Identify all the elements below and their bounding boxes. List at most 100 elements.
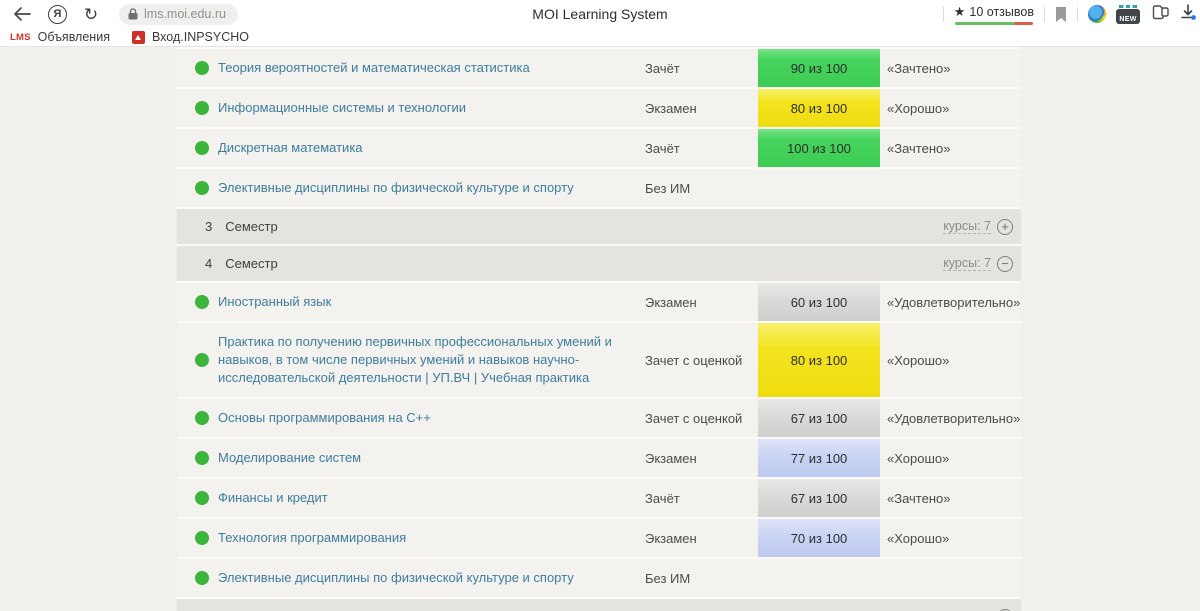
toolbar-separator <box>942 6 944 22</box>
yandex-home-button[interactable]: Я <box>48 4 67 24</box>
status-dot-icon <box>195 141 209 155</box>
course-name-cell: Дискретная математика <box>218 129 645 167</box>
score-text: 60 из 100 <box>790 294 848 310</box>
expand-toggle-icon[interactable]: + <box>997 218 1013 235</box>
score-cell <box>758 169 880 207</box>
score-cell: 90 из 100 <box>758 49 880 87</box>
score-text: 100 из 100 <box>787 140 851 156</box>
course-link[interactable]: Теория вероятностей и математическая ста… <box>218 60 530 75</box>
control-type-text: Экзамен <box>645 530 697 546</box>
semester-label: Семестр <box>225 609 277 611</box>
semester-header-row[interactable]: 4 Семестр курсы: 7 − <box>177 246 1021 283</box>
bookmark-page-button[interactable] <box>1055 6 1067 22</box>
score-text: 90 из 100 <box>790 60 848 76</box>
refresh-icon: ↻ <box>83 4 99 24</box>
status-dot-icon <box>195 451 209 465</box>
status-dot-icon <box>195 353 209 367</box>
reviews-count: 10 отзывов <box>969 4 1034 19</box>
status-dot-icon <box>195 491 209 505</box>
course-link[interactable]: Моделирование систем <box>218 450 362 465</box>
control-type-text: Экзамен <box>645 450 697 466</box>
refresh-button[interactable]: ↻ <box>77 2 105 26</box>
control-type-text: Без ИМ <box>645 180 691 196</box>
control-type-text: Зачёт <box>645 490 680 506</box>
grades-table: Теория вероятностей и математическая ста… <box>177 47 1021 611</box>
lms-favicon: LMS <box>10 31 31 43</box>
course-row: Финансы и кредит Зачёт 67 из 100 «Зачтен… <box>177 479 1021 519</box>
course-row: Дискретная математика Зачёт 100 из 100 «… <box>177 129 1021 169</box>
grade-text: «Хорошо» <box>887 530 950 546</box>
course-link[interactable]: Информационные системы и технологии <box>218 100 466 115</box>
page-content: Теория вероятностей и математическая ста… <box>0 47 1200 611</box>
course-name-cell: Элективные дисциплины по физической куль… <box>218 169 645 207</box>
courses-count-link[interactable]: курсы: 8 <box>943 609 991 611</box>
status-cell <box>177 531 218 545</box>
status-cell <box>177 181 218 195</box>
course-name-cell: Технология программирования <box>218 519 645 557</box>
bookmark-item-announcements[interactable]: LMS Объявления <box>10 30 110 44</box>
back-button[interactable] <box>8 2 36 26</box>
collections-icon <box>1152 4 1169 19</box>
score-cell: 70 из 100 <box>758 519 880 557</box>
course-name-cell: Практика по получению первичных професси… <box>218 323 645 397</box>
control-type-text: Зачет с оценкой <box>645 352 743 368</box>
grade-text: «Хорошо» <box>887 100 950 116</box>
extension-browser-icon[interactable] <box>1088 5 1106 23</box>
courses-count-link[interactable]: курсы: 7 <box>943 256 991 271</box>
course-link[interactable]: Элективные дисциплины по физической куль… <box>218 570 574 585</box>
course-link[interactable]: Элективные дисциплины по физической куль… <box>218 180 574 195</box>
bookmark-label: Объявления <box>37 30 110 44</box>
status-dot-icon <box>195 181 209 195</box>
screenshot-new-icon[interactable]: NEW <box>1116 4 1140 24</box>
control-type-text: Зачёт <box>645 60 680 76</box>
course-row: Практика по получению первичных професси… <box>177 323 1021 399</box>
score-cell: 60 из 100 <box>758 283 880 321</box>
course-link[interactable]: Финансы и кредит <box>218 490 328 505</box>
star-icon: ★ <box>953 3 966 19</box>
course-link[interactable]: Дискретная математика <box>218 140 363 155</box>
score-cell: 77 из 100 <box>758 439 880 477</box>
address-bar[interactable]: lms.moi.edu.ru <box>119 3 238 25</box>
url-text: lms.moi.edu.ru <box>144 7 226 21</box>
status-dot-icon <box>195 571 209 585</box>
course-link[interactable]: Технология программирования <box>218 530 407 545</box>
rating-bar <box>954 21 1033 25</box>
score-text: 80 из 100 <box>790 352 848 368</box>
browser-toolbar: Я ↻ lms.moi.edu.ru MOI Learning System ★… <box>0 0 1200 28</box>
grade-text: «Удовлетворительно» <box>887 294 1021 310</box>
status-dot-icon <box>195 411 209 425</box>
expand-toggle-icon[interactable]: − <box>997 255 1013 272</box>
course-link[interactable]: Практика по получению первичных професси… <box>218 334 612 385</box>
collections-button[interactable] <box>1150 4 1170 25</box>
score-text: 70 из 100 <box>790 530 848 546</box>
grade-text: «Зачтено» <box>887 60 951 76</box>
score-text: 67 из 100 <box>790 490 848 506</box>
lock-icon <box>128 8 138 20</box>
status-cell <box>177 491 218 505</box>
course-name-cell: Финансы и кредит <box>218 479 645 517</box>
download-arrow-icon <box>1181 3 1196 20</box>
score-cell: 67 из 100 <box>758 399 880 437</box>
bookmarks-bar: LMS Объявления Вход.INPSYCHO <box>0 28 1200 47</box>
course-link[interactable]: Иностранный язык <box>218 294 332 309</box>
score-cell: 80 из 100 <box>758 323 880 397</box>
site-rating[interactable]: ★ 10 отзывов <box>954 4 1034 25</box>
semester-header-row[interactable]: 5 Семестр курсы: 8 + <box>177 599 1021 611</box>
semester-header-row[interactable]: 3 Семестр курсы: 7 + <box>177 209 1021 246</box>
status-cell <box>177 101 218 115</box>
course-name-cell: Основы программирования на C++ <box>218 399 645 437</box>
score-cell: 67 из 100 <box>758 479 880 517</box>
downloads-button[interactable] <box>1180 3 1196 25</box>
toolbar-separator <box>1077 6 1078 22</box>
semester-label: Семестр <box>225 256 278 271</box>
bookmark-item-login[interactable]: Вход.INPSYCHO <box>131 30 249 44</box>
status-dot-icon <box>195 531 209 545</box>
grade-text: «Хорошо» <box>887 450 950 466</box>
control-type-text: Экзамен <box>645 100 697 116</box>
courses-count-link[interactable]: курсы: 7 <box>943 219 991 234</box>
grade-text: «Зачтено» <box>887 140 951 156</box>
course-link[interactable]: Основы программирования на C++ <box>218 410 431 425</box>
semester-number: 3 <box>205 219 213 234</box>
course-row: Элективные дисциплины по физической куль… <box>177 559 1021 599</box>
status-cell <box>177 353 218 367</box>
